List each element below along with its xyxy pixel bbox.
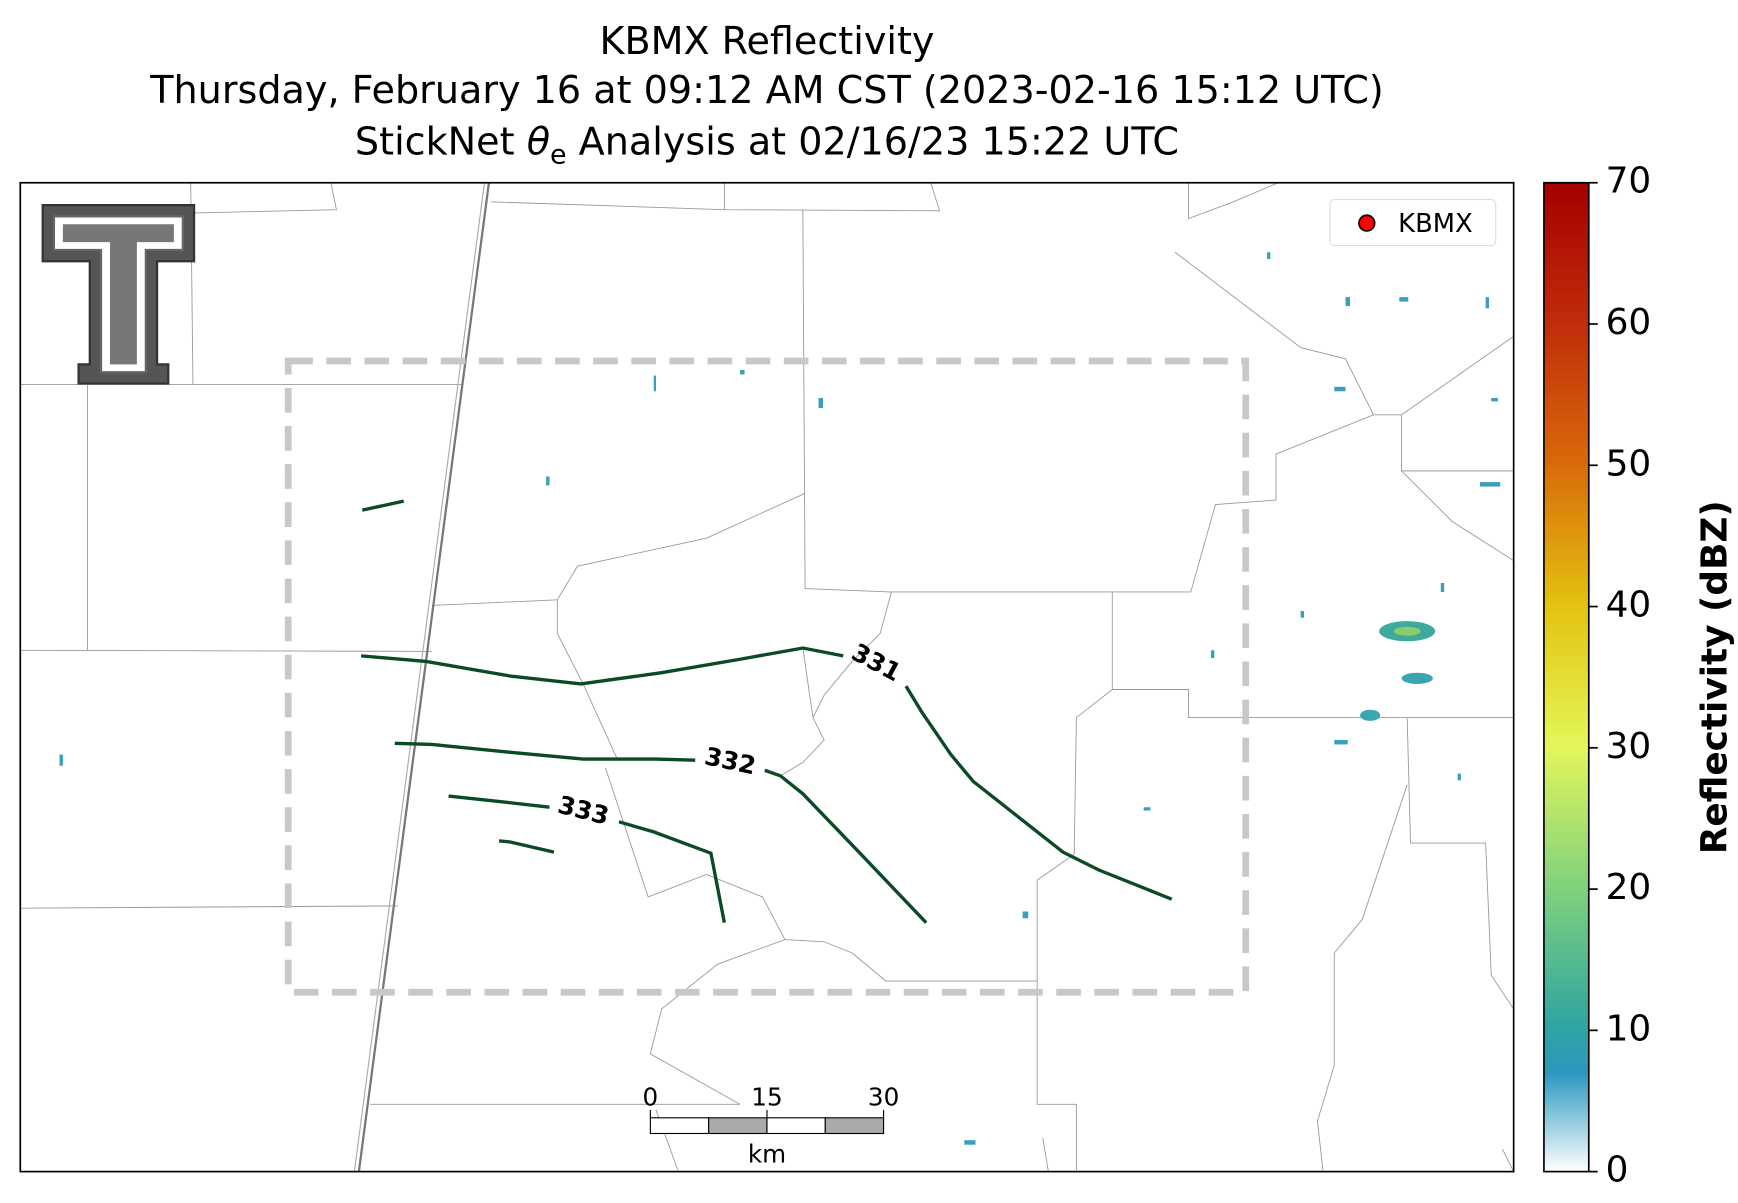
legend-label: KBMX	[1398, 209, 1472, 239]
radar-echoes	[59, 252, 1501, 1145]
colorbar-tick-label: 0	[1606, 1150, 1629, 1191]
state-line	[353, 182, 485, 1172]
echo	[1334, 386, 1346, 392]
title-subscript: e	[550, 140, 567, 171]
map-area: 331 332 333	[20, 182, 1514, 1172]
colorbar-tick-label: 20	[1606, 867, 1652, 908]
contour-label: 331	[847, 638, 906, 688]
echo	[1345, 297, 1350, 307]
echo	[1457, 773, 1461, 781]
scale-tick-label: 15	[751, 1082, 782, 1111]
analysis-box	[284, 357, 1250, 996]
echo	[59, 754, 63, 766]
contour-label: 332	[702, 741, 758, 780]
echo	[1393, 626, 1421, 636]
scale-unit: km	[748, 1140, 786, 1169]
contour-line	[361, 499, 555, 854]
echo	[1267, 252, 1271, 259]
scale-tick-label: 0	[643, 1082, 659, 1111]
analysis-title: StickNet θe Analysis at 02/16/23 15:22 U…	[355, 120, 1179, 171]
echo	[1399, 297, 1409, 302]
echo	[1334, 739, 1348, 745]
title-symbol: θ	[527, 120, 550, 164]
state-line	[357, 182, 491, 1172]
contour-label: 333	[555, 790, 612, 831]
scale-segment	[708, 1117, 768, 1135]
legend: KBMX	[1329, 199, 1497, 247]
contour-line	[448, 794, 727, 924]
echo	[1300, 611, 1305, 618]
echo	[1210, 650, 1215, 659]
echo	[1485, 297, 1489, 309]
colorbar	[1543, 181, 1590, 1173]
echo	[1360, 709, 1381, 721]
colorbar-tick-label: 30	[1606, 726, 1652, 767]
map-frame	[19, 181, 1515, 1173]
title-line: Thursday, February 16 at 09:12 AM CST (2…	[149, 68, 1383, 112]
scale-bar: km 0 15 30	[643, 1082, 900, 1168]
echo	[653, 375, 656, 392]
echo	[818, 398, 824, 409]
county-lines	[20, 182, 1514, 1172]
title-part: Analysis at 02/16/23 15:22 UTC	[567, 120, 1179, 164]
echo	[1440, 583, 1445, 592]
echo	[1491, 398, 1498, 402]
colorbar-tick-label: 50	[1606, 443, 1652, 484]
echo	[964, 1140, 976, 1145]
logo	[41, 204, 196, 385]
title-part: StickNet	[355, 120, 527, 164]
echo	[1480, 482, 1501, 487]
legend-marker	[1358, 214, 1376, 232]
title-line: KBMX Reflectivity	[599, 19, 934, 63]
echo	[740, 369, 745, 375]
scale-tick-label: 30	[868, 1082, 899, 1111]
colorbar-tick-label: 60	[1606, 302, 1652, 343]
scale-segment	[649, 1117, 710, 1135]
echo	[546, 476, 550, 486]
contour-line	[394, 741, 928, 924]
echo	[1143, 807, 1151, 811]
echo	[1022, 911, 1029, 919]
colorbar-tick-label: 70	[1606, 161, 1652, 202]
legend-box	[1329, 199, 1497, 247]
colorbar-tick-label: 10	[1606, 1008, 1652, 1049]
scale-segment	[766, 1117, 826, 1135]
echo	[1401, 672, 1433, 684]
colorbar-label: Reflectivity (dBZ)	[1695, 500, 1736, 854]
theta-e-contours	[360, 499, 1173, 924]
contour-line	[360, 646, 1173, 901]
scale-segment	[824, 1117, 885, 1135]
colorbar-tick-label: 40	[1606, 585, 1652, 626]
